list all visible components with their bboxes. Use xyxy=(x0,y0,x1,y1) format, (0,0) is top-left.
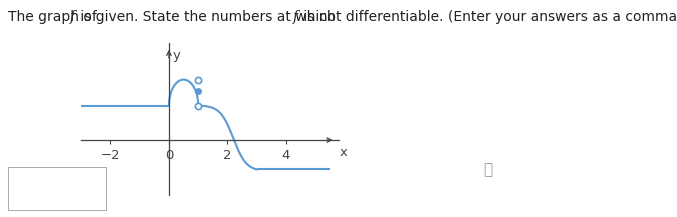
Text: f: f xyxy=(293,10,299,24)
Text: x: x xyxy=(340,146,348,159)
Text: y: y xyxy=(173,49,180,62)
Text: ⓘ: ⓘ xyxy=(483,162,492,177)
Text: The graph of: The graph of xyxy=(8,10,102,24)
Text: is given. State the numbers at which: is given. State the numbers at which xyxy=(76,10,340,24)
Text: is not differentiable. (Enter your answers as a comma-separated li: is not differentiable. (Enter your answe… xyxy=(299,10,677,24)
Text: f: f xyxy=(70,10,75,24)
